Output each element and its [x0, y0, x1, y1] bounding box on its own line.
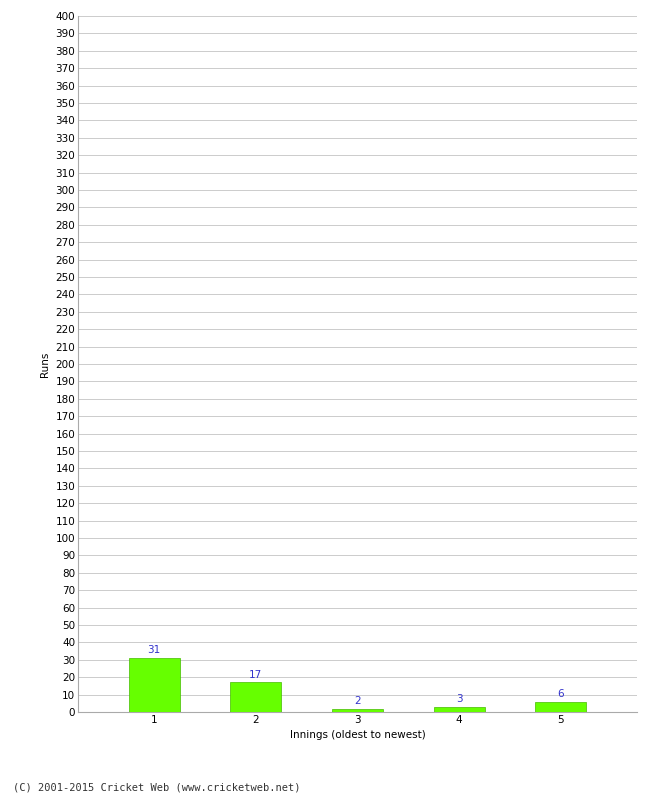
X-axis label: Innings (oldest to newest): Innings (oldest to newest) — [290, 730, 425, 740]
Text: 3: 3 — [456, 694, 462, 704]
Text: 6: 6 — [558, 689, 564, 699]
Bar — [434, 706, 484, 712]
Bar — [536, 702, 586, 712]
Text: 31: 31 — [148, 646, 161, 655]
Bar — [231, 682, 281, 712]
Y-axis label: Runs: Runs — [40, 351, 50, 377]
Text: 2: 2 — [354, 696, 361, 706]
Bar — [332, 709, 383, 712]
Bar — [129, 658, 179, 712]
Text: (C) 2001-2015 Cricket Web (www.cricketweb.net): (C) 2001-2015 Cricket Web (www.cricketwe… — [13, 782, 300, 792]
Text: 17: 17 — [249, 670, 263, 680]
